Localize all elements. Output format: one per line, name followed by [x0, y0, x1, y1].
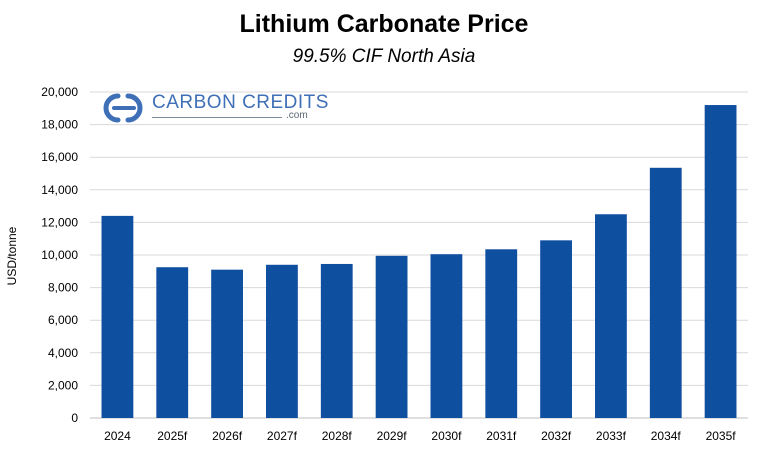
y-tick-label: 8,000: [48, 281, 78, 295]
y-tick-label: 14,000: [41, 183, 78, 197]
x-axis-ticks: 2024 2025f 2026f 2027f 2028f 2029f 2030f 2031f 2…: [104, 429, 736, 443]
y-tick-label: 20,000: [41, 85, 78, 99]
y-tick-label: 18,000: [41, 118, 78, 132]
carbon-credits-logo-icon: [103, 93, 143, 123]
x-tick-label: 2028f: [322, 429, 353, 443]
logo-name: CARBON CREDITS: [152, 92, 329, 113]
bar-2031f: [485, 249, 518, 418]
logo-suffix: .com: [286, 110, 308, 121]
y-axis-ticks: 0 2,000 4,000 6,000 8,000 10,000 12,000 14,000 1…: [41, 85, 78, 425]
y-tick-label: 0: [71, 411, 78, 425]
bar-2030f: [430, 254, 463, 418]
bar-2024: [101, 215, 134, 418]
x-tick-label: 2035f: [706, 429, 737, 443]
y-tick-label: 12,000: [41, 215, 78, 229]
bar-2029f: [375, 255, 408, 418]
x-tick-label: 2030f: [431, 429, 462, 443]
bar-2025f: [156, 267, 189, 418]
bar-2033f: [595, 214, 627, 418]
y-tick-label: 4,000: [48, 346, 78, 360]
bar-2027f: [266, 264, 298, 418]
x-tick-label: 2029f: [377, 429, 408, 443]
bar-2026f: [211, 269, 243, 418]
x-tick-label: 2027f: [267, 429, 298, 443]
y-tick-label: 16,000: [41, 150, 78, 164]
x-tick-label: 2032f: [541, 429, 572, 443]
carbon-credits-logo: CARBON CREDITS .com: [100, 88, 330, 128]
bars: [101, 105, 737, 418]
chart-subtitle: 99.5% CIF North Asia: [292, 46, 476, 67]
bar-2034f: [649, 167, 682, 418]
chart-title: Lithium Carbonate Price: [239, 10, 529, 38]
bar-2032f: [540, 240, 572, 418]
x-tick-label: 2031f: [486, 429, 517, 443]
x-tick-label: 2025f: [157, 429, 188, 443]
x-tick-label: 2033f: [596, 429, 627, 443]
x-tick-label: 2034f: [651, 429, 682, 443]
x-tick-label: 2026f: [212, 429, 243, 443]
y-tick-label: 2,000: [48, 378, 78, 392]
y-tick-label: 10,000: [41, 248, 78, 262]
x-tick-label: 2024: [104, 429, 131, 443]
y-axis-label: USD/tonne: [5, 226, 19, 285]
bar-2035f: [704, 105, 737, 418]
y-tick-label: 6,000: [48, 313, 78, 327]
logo-underline: [152, 117, 282, 118]
bar-2028f: [320, 263, 353, 418]
gridlines: [90, 91, 748, 419]
